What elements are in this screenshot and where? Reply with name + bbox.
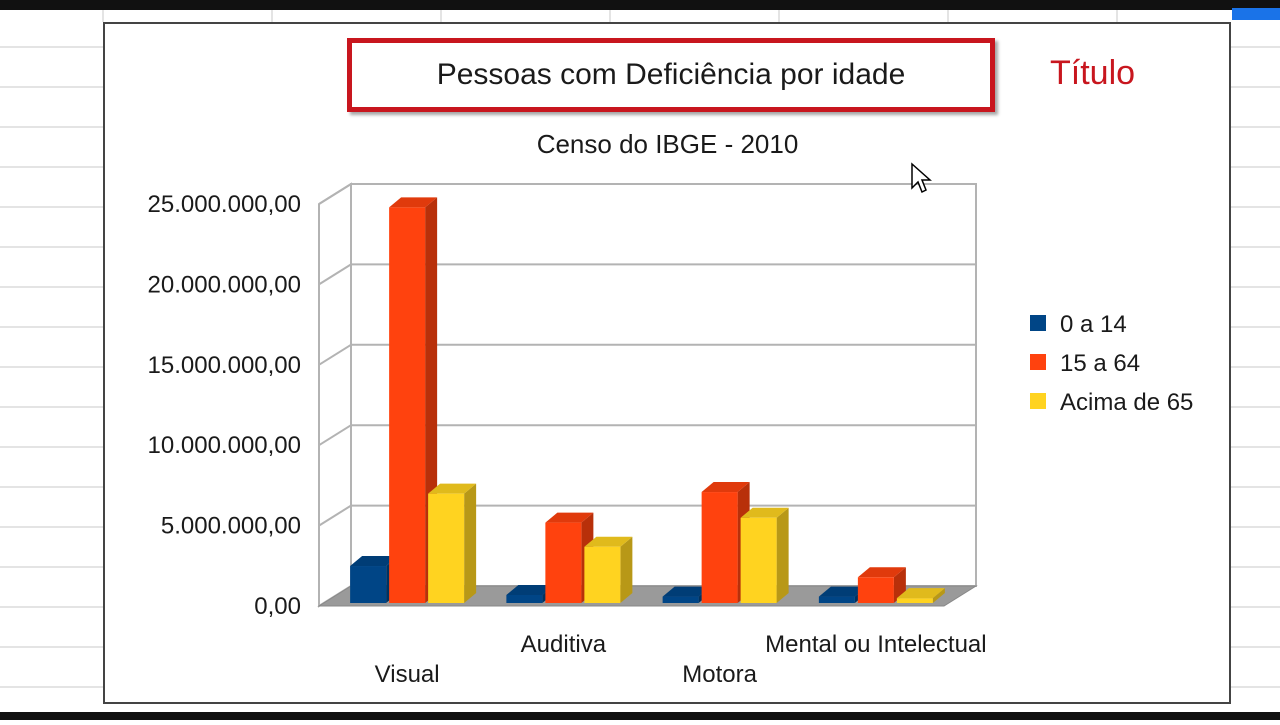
bar-top <box>506 584 555 595</box>
bar-top <box>350 556 399 567</box>
bar <box>701 492 738 603</box>
legend-swatch <box>1030 393 1046 409</box>
annotation-label: Título <box>1050 54 1136 92</box>
y-tick-label: 15.000.000,00 <box>148 352 301 379</box>
legend-swatch <box>1030 354 1046 370</box>
gridline-side <box>318 343 352 366</box>
x-category-label: Auditiva <box>521 631 607 658</box>
bar <box>896 598 933 603</box>
chart-subtitle: Censo do IBGE - 2010 <box>536 129 799 159</box>
bar <box>389 207 426 603</box>
bar <box>818 596 855 603</box>
chart-title: Pessoas com Deficiência por idade <box>436 58 906 91</box>
bar-top <box>857 567 906 578</box>
bar-top <box>584 536 633 547</box>
bar-side <box>932 588 945 603</box>
bar-top <box>701 482 750 493</box>
y-tick-label: 25.000.000,00 <box>148 191 301 218</box>
y-tick-label: 20.000.000,00 <box>148 271 301 298</box>
x-category-label: Mental ou Intelectual <box>765 631 986 658</box>
bar-top <box>896 588 945 599</box>
bar <box>428 493 465 603</box>
chart-title-box[interactable]: Pessoas com Deficiência por idade <box>347 38 995 112</box>
bar <box>740 517 777 603</box>
bar-top <box>545 512 594 523</box>
bar <box>662 596 699 603</box>
bar-side <box>464 483 477 603</box>
floor <box>317 585 978 607</box>
bar <box>857 577 894 603</box>
window-bottom-edge <box>0 712 1280 720</box>
legend-label: 0 a 14 <box>1060 311 1127 338</box>
x-category-label: Visual <box>375 661 440 688</box>
y-tick-label: 0,00 <box>254 593 301 620</box>
bar-top <box>389 197 438 208</box>
gridline-side <box>318 504 352 527</box>
bar <box>350 566 387 603</box>
legend-label: 15 a 64 <box>1060 350 1140 377</box>
legend-swatch <box>1030 315 1046 331</box>
bar-top <box>818 586 867 597</box>
mouse-pointer-icon <box>910 162 934 201</box>
gridline-side <box>318 424 352 447</box>
y-tick-label: 5.000.000,00 <box>161 513 301 540</box>
side-wall <box>318 182 352 608</box>
legend-label: Acima de 65 <box>1060 389 1193 416</box>
x-category-label: Motora <box>682 661 757 688</box>
gridline-side <box>318 263 352 286</box>
bar-side <box>776 507 789 603</box>
y-tick-label: 10.000.000,00 <box>148 432 301 459</box>
bar <box>506 594 543 603</box>
gridline-side <box>318 183 352 205</box>
bar-side <box>620 536 633 603</box>
bar <box>545 522 582 603</box>
column-header-bar <box>0 0 1280 10</box>
bar-top <box>428 483 477 494</box>
bar-top <box>662 586 711 597</box>
bar-top <box>740 507 789 518</box>
column-header-accent <box>1232 8 1280 20</box>
bar <box>584 546 621 603</box>
